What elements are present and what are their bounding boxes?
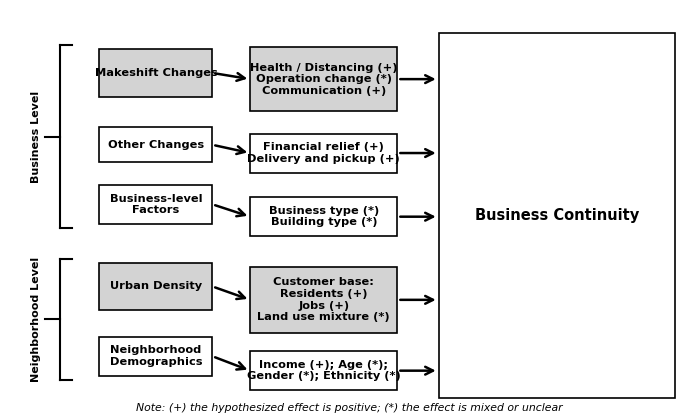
Text: Business Continuity: Business Continuity: [475, 208, 639, 223]
Text: Makeshift Changes: Makeshift Changes: [94, 68, 217, 78]
Text: Income (+); Age (*);
Gender (*); Ethnicity (*): Income (+); Age (*); Gender (*); Ethnici…: [247, 360, 401, 381]
FancyBboxPatch shape: [250, 351, 398, 390]
Text: Neighborhood
Demographics: Neighborhood Demographics: [110, 346, 202, 367]
FancyBboxPatch shape: [99, 185, 212, 224]
FancyBboxPatch shape: [250, 134, 398, 173]
Text: Business type (*)
Building type (*): Business type (*) Building type (*): [268, 206, 379, 228]
Text: Health / Distancing (+)
Operation change (*)
Communication (+): Health / Distancing (+) Operation change…: [250, 62, 398, 96]
FancyBboxPatch shape: [99, 263, 212, 310]
Text: Customer base:
Residents (+)
Jobs (+)
Land use mixture (*): Customer base: Residents (+) Jobs (+) La…: [257, 277, 390, 322]
FancyBboxPatch shape: [250, 267, 398, 333]
Text: Neighborhood Level: Neighborhood Level: [31, 257, 41, 382]
FancyBboxPatch shape: [438, 33, 675, 398]
FancyBboxPatch shape: [99, 127, 212, 162]
Text: Financial relief (+)
Delivery and pickup (+): Financial relief (+) Delivery and pickup…: [247, 142, 401, 164]
FancyBboxPatch shape: [99, 49, 212, 96]
FancyBboxPatch shape: [250, 47, 398, 111]
Text: Business Level: Business Level: [31, 91, 41, 183]
FancyBboxPatch shape: [250, 197, 398, 236]
Text: Note: (+) the hypothesized effect is positive; (*) the effect is mixed or unclea: Note: (+) the hypothesized effect is pos…: [136, 403, 563, 413]
FancyBboxPatch shape: [99, 337, 212, 376]
Text: Business-level
Factors: Business-level Factors: [110, 194, 202, 215]
Text: Other Changes: Other Changes: [108, 140, 204, 150]
Text: Urban Density: Urban Density: [110, 282, 202, 292]
